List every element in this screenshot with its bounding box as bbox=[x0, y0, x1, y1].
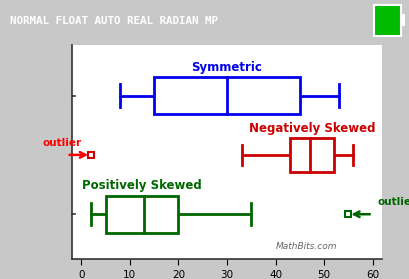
Bar bbox=[401, 14, 405, 27]
Text: Positively Skewed: Positively Skewed bbox=[82, 179, 202, 193]
Text: outlier: outlier bbox=[43, 138, 81, 148]
Text: Symmetric: Symmetric bbox=[191, 61, 263, 74]
Bar bbox=[290, 138, 334, 172]
Text: Negatively Skewed: Negatively Skewed bbox=[249, 122, 375, 134]
Bar bbox=[106, 196, 178, 233]
Text: outlier: outlier bbox=[378, 198, 409, 208]
FancyBboxPatch shape bbox=[374, 5, 401, 36]
Bar bbox=[154, 77, 300, 114]
Text: NORMAL FLOAT AUTO REAL RADIAN MP: NORMAL FLOAT AUTO REAL RADIAN MP bbox=[10, 16, 218, 26]
Text: MathBits.com: MathBits.com bbox=[276, 242, 337, 251]
